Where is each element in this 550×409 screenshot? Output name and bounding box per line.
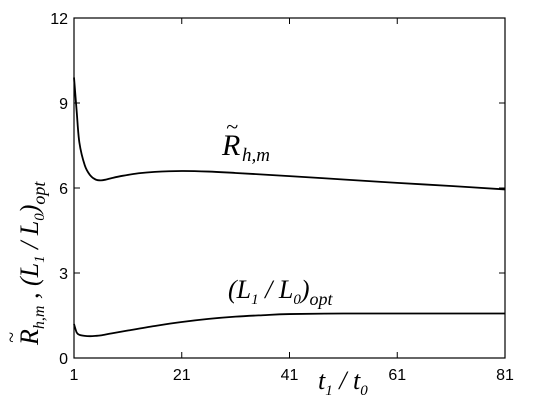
x-tick-label: 1: [70, 367, 79, 384]
y-tick-label: 0: [59, 351, 68, 368]
y-tick-label: 6: [59, 181, 68, 198]
series-group: [73, 77, 506, 338]
annotation-l-ratio-text: (L1 / L0)opt: [228, 275, 333, 309]
y-tick-label: 3: [59, 266, 68, 283]
y-axis-title: Rh,m , (L1 / L0)opt ~: [1, 181, 49, 346]
annotation-rh: R ~ h,m: [221, 114, 270, 166]
y-axis-title-tilde: ~: [1, 332, 23, 343]
annotation-l-ratio: (L1 / L0)opt: [228, 275, 333, 309]
x-tick-label: 81: [496, 367, 514, 384]
series-line-rh: [73, 77, 506, 191]
plot-area: 1 21 41 61 81 0 3 6 9 12: [50, 11, 514, 384]
x-axis-title: t1 / t0: [318, 366, 368, 399]
annotation-rh-sub: h,m: [242, 145, 270, 166]
x-tick-label: 41: [281, 367, 299, 384]
plot-frame: [73, 17, 506, 359]
y-tick-label: 12: [50, 11, 68, 28]
svg-text:Rh,m , (L1 / L0)opt: Rh,m , (L1 / L0)opt: [15, 181, 49, 346]
x-tick-label: 21: [173, 367, 191, 384]
annotation-rh-tilde: ~: [226, 114, 238, 139]
y-tick-label: 9: [59, 96, 68, 113]
axis-ticks: 1 21 41 61 81 0 3 6 9 12: [50, 11, 514, 384]
x-tick-label: 61: [388, 367, 406, 384]
annotation-rh-base: R: [221, 129, 240, 162]
series-line-l-ratio: [73, 312, 505, 338]
